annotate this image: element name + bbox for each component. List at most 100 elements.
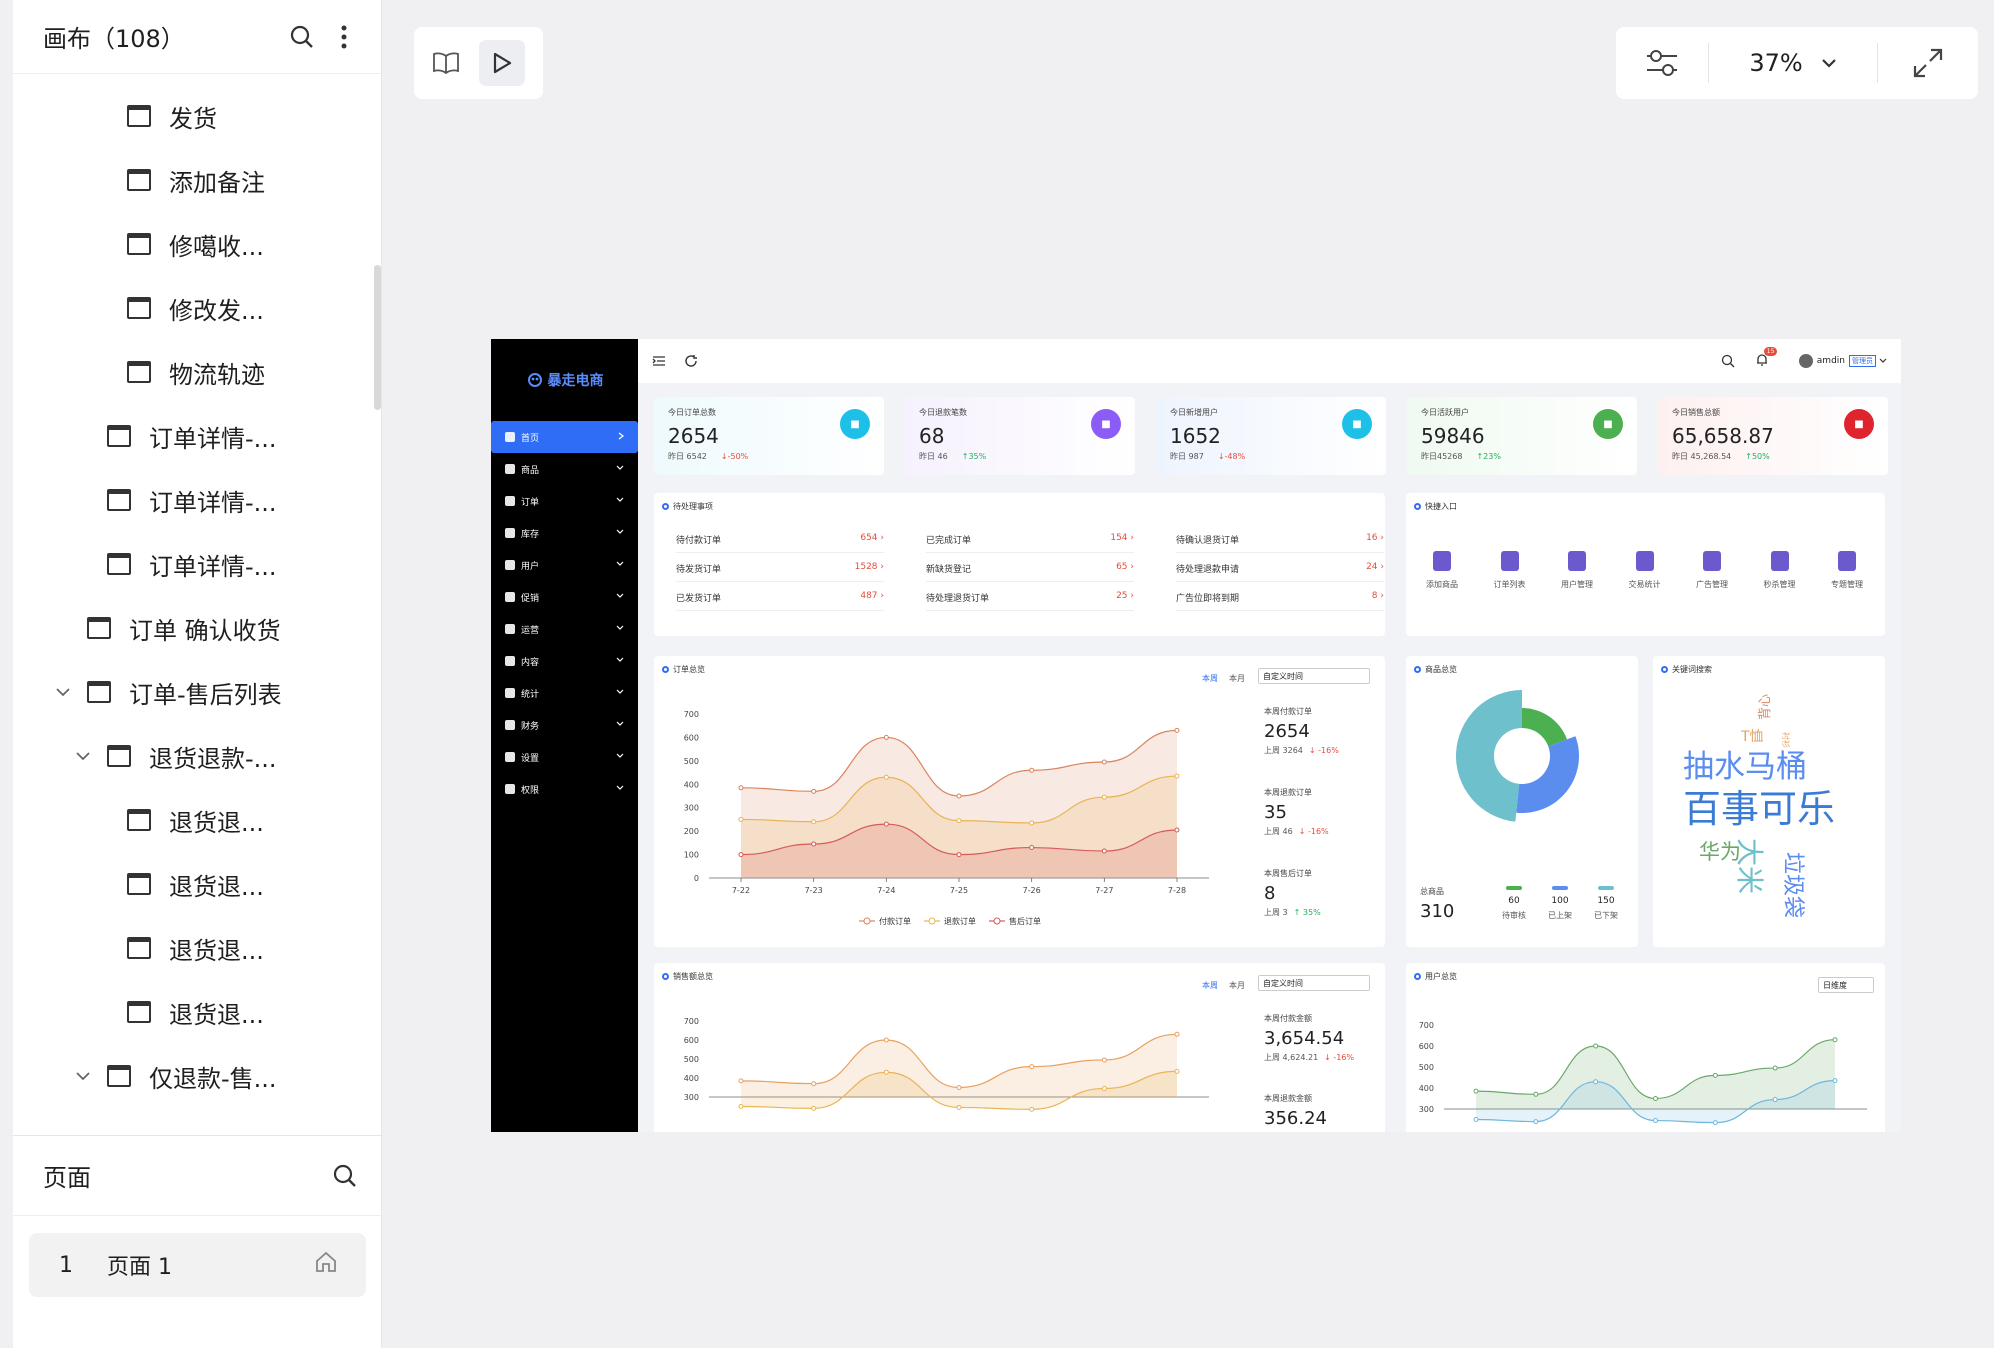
zoom-select[interactable]: 37% [1709,49,1877,77]
keyword[interactable]: 抽水马桶 [1683,749,1807,785]
nav-item[interactable]: 首页 [491,421,638,453]
layer-item[interactable]: 仅退款-售... [13,1044,381,1108]
tab-week[interactable]: 本周 [1202,981,1218,990]
quick-entry-item[interactable]: 交易统计 [1617,551,1673,590]
chevron-down-icon[interactable] [53,682,73,702]
nav-item[interactable]: 促销 [491,581,638,613]
search-icon[interactable] [1721,354,1735,368]
layer-item[interactable]: 订单详情-... [13,468,381,532]
data-point [1101,759,1107,765]
kpi-card: 今日销售总额 65,658.87 昨日 45,268.54 ↑50% ■ [1658,397,1888,475]
book-icon[interactable] [423,40,469,86]
quick-entry-item[interactable]: 广告管理 [1684,551,1740,590]
todo-item[interactable]: 待付款订单 654 › [676,533,884,553]
chevron-down-icon[interactable] [73,746,93,766]
layer-item[interactable]: 修改发... [13,276,381,340]
kpi-previous: 昨日 6542 [668,452,707,461]
fullscreen-icon[interactable] [1878,47,1978,79]
layer-item[interactable]: 订单详情-... [13,404,381,468]
layer-item[interactable]: 退货退... [13,980,381,1044]
layer-item[interactable]: 退货退... [13,852,381,916]
keyword[interactable]: T恤 [1741,729,1764,745]
todo-label: 广告位即将到期 [1176,594,1240,604]
nav-item[interactable]: 权限 [491,773,638,805]
todo-item[interactable]: 待确认退货订单 16 › [1176,533,1384,553]
date-select[interactable]: 自定义时间 [1258,975,1370,991]
nav-item[interactable]: 商品 [491,453,638,485]
keyword[interactable]: 百事可乐 [1683,787,1836,831]
quick-entry-item[interactable]: 专题管理 [1819,551,1875,590]
chevron-down-icon[interactable] [73,1066,93,1086]
play-icon[interactable] [479,40,525,86]
layer-item[interactable]: 修噶收... [13,212,381,276]
keyword[interactable]: 大米 [1733,838,1766,895]
dimension-select[interactable]: 日维度 [1818,977,1874,993]
nav-item[interactable]: 财务 [491,709,638,741]
tree-scrollbar[interactable] [374,265,381,410]
todo-item[interactable]: 广告位即将到期 8 › [1176,591,1384,611]
frame-icon [127,873,151,895]
layer-item[interactable]: 订单-售后列表 [13,660,381,724]
legend-label: 待审核 [1502,911,1526,920]
quick-entry-label: 添加商品 [1426,580,1458,589]
more-vertical-icon[interactable] [327,20,361,54]
search-icon[interactable] [328,1159,362,1193]
layer-item[interactable]: 退货退... [13,916,381,980]
menu-fold-icon[interactable] [652,355,666,367]
todo-item[interactable]: 新缺货登记 65 › [926,562,1134,582]
keyword[interactable]: 背心 [1758,693,1773,720]
layer-item[interactable]: 订单 确认收货 [13,596,381,660]
page-item[interactable]: 1 页面 1 [29,1233,366,1297]
layer-label: 订单-售后列表 [129,680,282,709]
kpi-icon: ■ [1091,409,1121,439]
layer-item[interactable]: 物流轨迹 [13,340,381,404]
nav-item[interactable]: 运营 [491,613,638,645]
nav-item[interactable]: 统计 [491,677,638,709]
filter-settings-icon[interactable] [1616,47,1708,79]
tab-month[interactable]: 本月 [1229,981,1245,990]
todo-item[interactable]: 待处理退款申请 24 › [1176,562,1384,582]
todo-item[interactable]: 待发货订单 1528 › [676,562,884,582]
nav-item[interactable]: 用户 [491,549,638,581]
layer-item[interactable]: 退货退款-... [13,724,381,788]
nav-item[interactable]: 内容 [491,645,638,677]
dashboard-preview: 暴走电商 首页 商品 订单 库存 用户 促销 运营 内容 统计 财务 设置 权限 15 amdin 管… [491,339,1901,1132]
date-select[interactable]: 自定义时间 [1258,668,1370,684]
quick-entry-item[interactable]: 添加商品 [1414,551,1470,590]
chevron-down-icon [616,464,624,474]
data-point [811,819,817,825]
chevron-right-icon: › [1377,591,1384,601]
notification-bell[interactable]: 15 [1755,346,1778,370]
nav-item[interactable]: 库存 [491,517,638,549]
chevron-down-icon[interactable] [1879,358,1887,364]
quick-entry-item[interactable]: 用户管理 [1549,551,1605,590]
keyword[interactable]: 垃圾袋 [1780,852,1805,919]
quick-entry-icon [1568,551,1586,571]
nav-item[interactable]: 设置 [491,741,638,773]
layer-item[interactable]: 订单详情-... [13,532,381,596]
keyword[interactable]: 衬衫 [1781,732,1790,748]
todo-item[interactable]: 已完成订单 154 › [926,533,1134,553]
keyword[interactable]: 华为 [1699,840,1741,864]
avatar[interactable] [1798,354,1813,368]
quick-entry-item[interactable]: 秒杀管理 [1752,551,1808,590]
home-icon[interactable] [314,1250,338,1280]
todo-item[interactable]: 待处理退货订单 25 › [926,591,1134,611]
search-icon[interactable] [285,20,319,54]
nav-item[interactable]: 订单 [491,485,638,517]
todo-label: 待发货订单 [676,565,722,575]
data-point [1593,1043,1599,1049]
quick-entry-icon [1838,551,1856,571]
data-point [883,734,889,740]
nav-label: 统计 [521,689,540,700]
layer-item[interactable]: 发货 [13,84,381,148]
todo-item[interactable]: 已发货订单 487 › [676,591,884,611]
layer-item[interactable]: 退货退... [13,788,381,852]
quick-entry-item[interactable]: 订单列表 [1482,551,1538,590]
user-name[interactable]: amdin [1816,356,1845,366]
layer-item[interactable]: 添加备注 [13,148,381,212]
tab-week[interactable]: 本周 [1202,674,1218,683]
data-point [1593,1079,1599,1085]
refresh-icon[interactable] [684,354,698,368]
tab-month[interactable]: 本月 [1229,674,1245,683]
